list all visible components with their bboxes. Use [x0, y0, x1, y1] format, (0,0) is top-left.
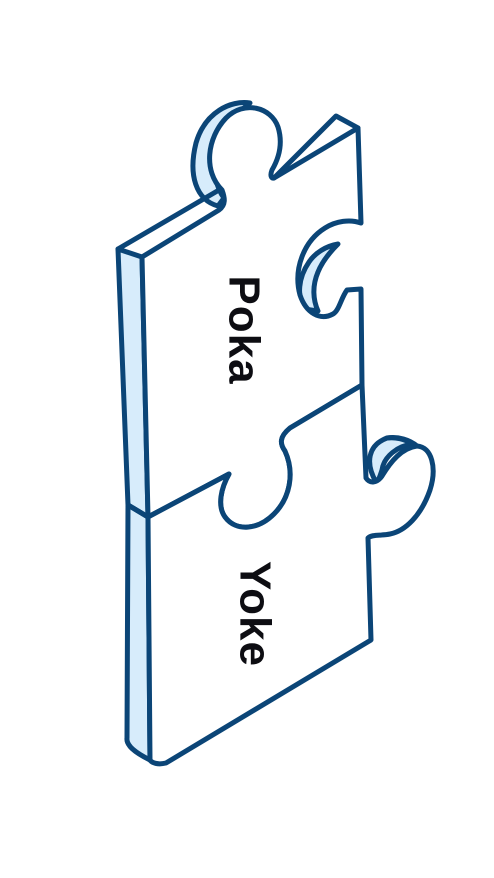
slot-side-face	[297, 241, 341, 314]
puzzle-piece-yoke	[145, 382, 436, 767]
edge-line	[271, 113, 361, 181]
edge-line	[125, 502, 151, 520]
edge-line	[384, 435, 420, 449]
piece-label-yoke: Yoke	[231, 561, 280, 667]
edge-line	[115, 187, 222, 252]
piece-label-poka: Poka	[220, 275, 269, 384]
